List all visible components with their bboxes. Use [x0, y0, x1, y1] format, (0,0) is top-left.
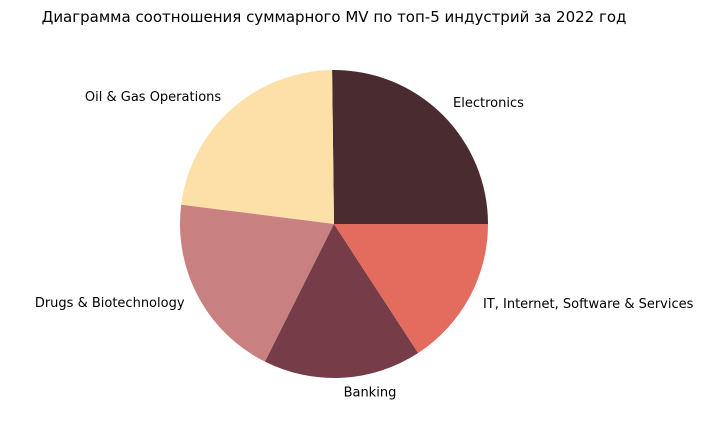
pie-slice-drugs-biotechnology	[180, 204, 334, 362]
pie-label-drugs-biotechnology: Drugs & Biotechnology	[35, 296, 185, 311]
pie-slice-electronics	[332, 70, 488, 224]
pie-label-banking: Banking	[344, 386, 397, 401]
chart-title: Диаграмма соотношения суммарного MV по т…	[41, 8, 627, 26]
pie-slice-it-internet-software-services	[334, 224, 488, 353]
pie-slice-banking	[264, 224, 419, 378]
pie-label-it-internet-software-services: IT, Internet, Software & Services	[483, 297, 694, 312]
pie-slice-oil-gas-operations	[181, 70, 334, 224]
pie-labels: Electronics Oil & Gas Operations Drugs & B…	[35, 90, 694, 400]
pie-slices	[180, 70, 488, 378]
pie-label-oil-gas-operations: Oil & Gas Operations	[85, 90, 221, 105]
pie-label-electronics: Electronics	[453, 96, 524, 111]
